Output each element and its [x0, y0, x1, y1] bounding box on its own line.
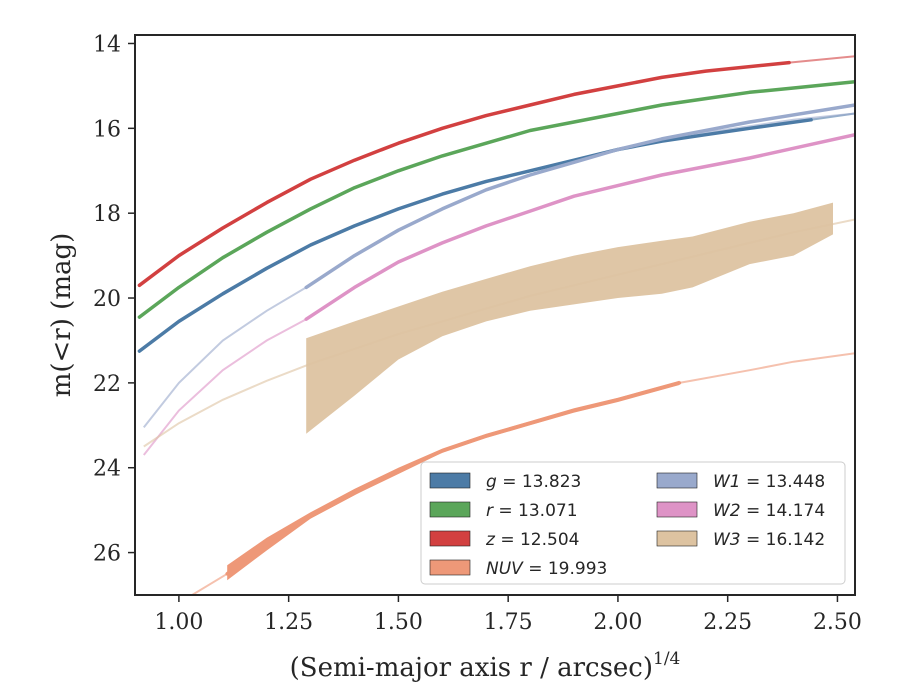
y-tick-label: 18 — [93, 202, 121, 227]
model-curve-z — [789, 55, 855, 64]
plot-frame — [134, 34, 856, 596]
legend-swatch-r — [429, 501, 471, 518]
band-layer — [306, 202, 833, 434]
legend-value-r: = 13.071 — [493, 501, 578, 521]
legend-swatch-z — [429, 530, 471, 547]
model-layer — [143, 55, 855, 595]
legend-swatch-g — [429, 472, 471, 489]
x-tick-label: 2.25 — [703, 610, 752, 635]
y-axis-label: m(<r) (mag) — [47, 233, 77, 398]
legend-var-r: r — [486, 501, 494, 521]
legend-var-g: g — [486, 472, 497, 492]
data-curve-g — [137, 118, 813, 353]
x-tick-label: 1.50 — [374, 610, 423, 635]
x-tick-label: 2.50 — [813, 610, 862, 635]
y-tick-label: 22 — [93, 372, 121, 397]
legend-value-w2: = 14.174 — [741, 501, 826, 521]
model-curve-w3 — [143, 218, 855, 448]
y-tick-label: 20 — [93, 287, 121, 312]
legend-swatch-nuv — [429, 559, 471, 576]
data-curve-z — [137, 60, 791, 288]
y-tick-label: 16 — [93, 117, 121, 142]
legend-value-g: = 13.823 — [497, 472, 582, 492]
legend-label-w1: W1 = 13.448 — [713, 472, 825, 492]
model-curve-w2 — [143, 318, 307, 456]
x-axis-label-main: (Semi-major axis r / arcsec) — [290, 653, 653, 683]
x-axis-label-exponent: 1/4 — [653, 649, 680, 669]
data-curve-w2 — [304, 132, 855, 321]
legend-label-g: g = 13.823 — [486, 472, 581, 492]
legend-swatch-w2 — [656, 501, 698, 518]
legend-label-w2: W2 = 14.174 — [713, 501, 825, 521]
legend-swatch-w1 — [656, 472, 698, 489]
x-tick-label: 1.75 — [484, 610, 533, 635]
legend-label-r: r = 13.071 — [486, 501, 578, 521]
legend-var-nuv: NUV — [486, 559, 524, 579]
legend-value-w3: = 16.142 — [741, 530, 826, 550]
legend-label-z: z = 12.504 — [485, 530, 579, 550]
data-curve-nuv — [225, 381, 682, 576]
legend-label-w3: W3 = 16.142 — [713, 530, 825, 550]
x-tick-label: 2.00 — [593, 610, 642, 635]
x-axis-label: (Semi-major axis r / arcsec)1/4 — [290, 649, 681, 683]
data-curve-w1 — [304, 103, 855, 290]
model-curve-w1 — [143, 286, 307, 429]
legend-value-z: = 12.504 — [495, 530, 580, 550]
x-tick-label: 1.00 — [154, 610, 203, 635]
model-curve-nuv — [191, 572, 228, 595]
y-tick-label: 26 — [93, 542, 121, 567]
y-tick-label: 24 — [93, 457, 121, 482]
axes-layer: 1.00 1.25 1.50 1.75 2.00 2.25 2.50 14 16 18 20 22 24… — [93, 32, 862, 635]
x-tick-label: 1.25 — [264, 610, 313, 635]
legend-var-w2: W2 — [713, 501, 741, 521]
data-curve-r — [137, 79, 855, 319]
model-curve-outer-nuv — [679, 352, 855, 384]
legend-var-z: z — [485, 530, 496, 550]
legend-swatch-w3 — [656, 530, 698, 547]
data-line-layer — [137, 60, 855, 581]
y-tick-label: 14 — [93, 32, 121, 57]
legend-label-nuv: NUV = 19.993 — [486, 559, 607, 579]
legend-var-w1: W1 — [713, 472, 741, 492]
legend-box — [420, 461, 846, 585]
band-w3 — [306, 202, 833, 434]
legend-value-w1: = 13.448 — [741, 472, 826, 492]
legend-value-nuv: = 19.993 — [523, 559, 608, 579]
legend-var-w3: W3 — [713, 530, 741, 550]
